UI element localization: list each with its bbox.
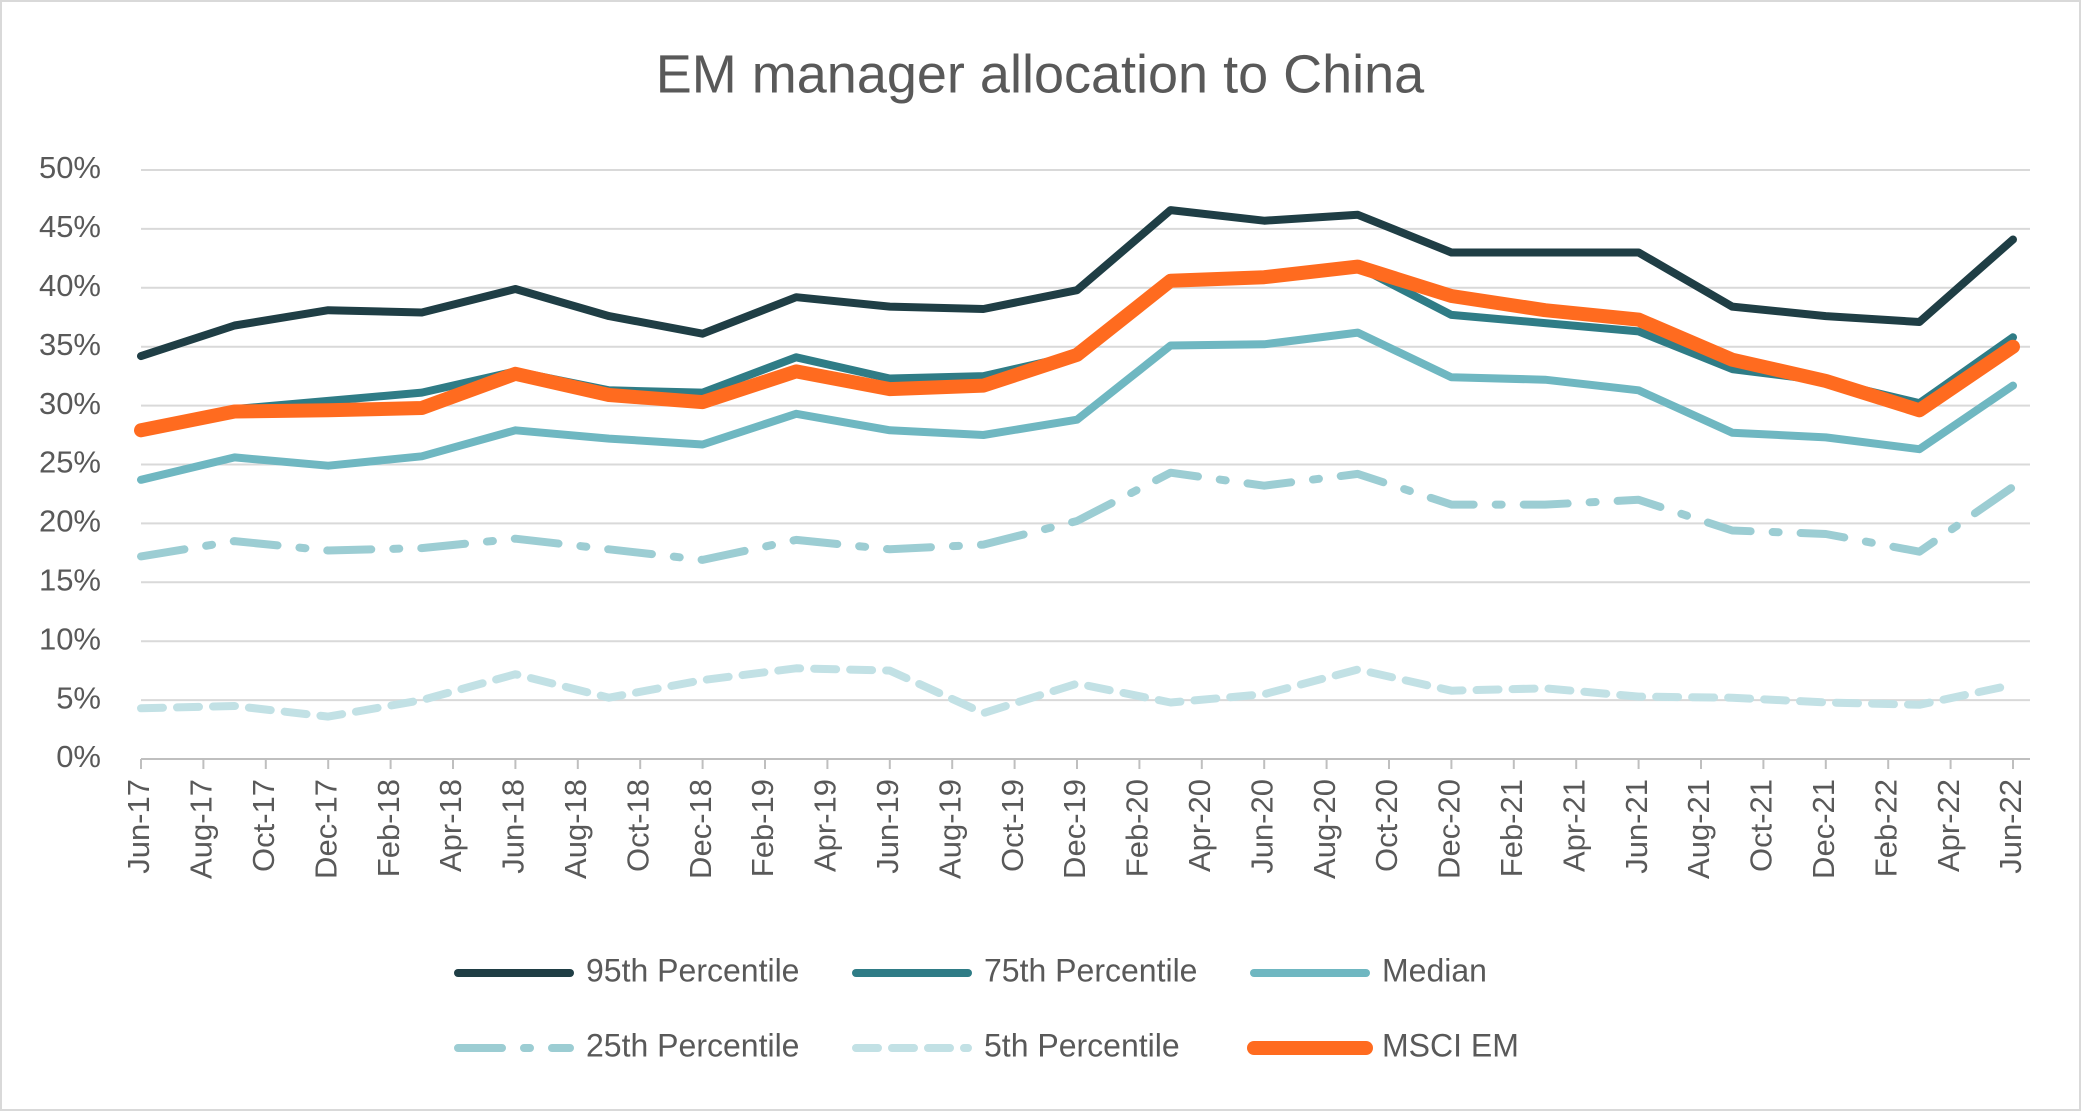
x-tick-label: Oct-21: [1744, 779, 1779, 872]
y-tick-label: 30%: [39, 386, 101, 421]
x-tick-label: Oct-19: [995, 779, 1030, 872]
x-tick-label: Aug-20: [1307, 779, 1342, 879]
y-tick-label: 5%: [56, 680, 101, 715]
x-tick-label: Aug-21: [1681, 779, 1716, 879]
y-tick-label: 15%: [39, 562, 101, 597]
x-tick-label: Aug-18: [558, 779, 593, 879]
y-tick-label: 40%: [39, 268, 101, 303]
x-tick-label: Apr-22: [1931, 779, 1966, 872]
x-tick-label: Oct-18: [620, 779, 655, 872]
x-tick-label: Dec-17: [308, 779, 343, 879]
y-tick-label: 20%: [39, 504, 101, 539]
x-tick-label: Oct-17: [246, 779, 281, 872]
x-tick-label: Jun-22: [1993, 779, 2028, 874]
x-tick-label: Dec-18: [683, 779, 718, 879]
legend-label: 5th Percentile: [984, 1027, 1180, 1063]
series-line: [137, 664, 2017, 721]
x-tick-label: Feb-20: [1120, 779, 1155, 877]
legend-label: 25th Percentile: [586, 1027, 799, 1063]
x-tick-label: Apr-18: [433, 779, 468, 872]
series-line: [137, 206, 2017, 361]
legend-label: Median: [1382, 952, 1487, 988]
x-tick-label: Apr-20: [1182, 779, 1217, 872]
series-line: [137, 328, 2017, 484]
x-tick-label: Jun-19: [870, 779, 905, 874]
x-tick-label: Oct-20: [1369, 779, 1404, 872]
legend-label: MSCI EM: [1382, 1027, 1519, 1063]
x-tick-label: Jun-17: [121, 779, 156, 874]
series-line: [134, 259, 2020, 438]
legend-label: 75th Percentile: [984, 952, 1197, 988]
x-tick-label: Apr-19: [808, 779, 843, 872]
chart-title: EM manager allocation to China: [656, 44, 1425, 104]
y-tick-label: 50%: [39, 150, 101, 185]
x-tick-label: Jun-21: [1619, 779, 1654, 874]
series-line: [137, 468, 2017, 564]
x-tick-label: Feb-19: [745, 779, 780, 877]
y-tick-label: 10%: [39, 621, 101, 656]
x-tick-label: Feb-18: [371, 779, 406, 877]
y-tick-label: 35%: [39, 327, 101, 362]
y-tick-label: 45%: [39, 209, 101, 244]
x-tick-label: Aug-17: [184, 779, 219, 879]
y-tick-label: 0%: [56, 739, 101, 774]
y-tick-label: 25%: [39, 445, 101, 480]
x-tick-label: Jun-18: [496, 779, 531, 874]
x-tick-label: Feb-22: [1868, 779, 1903, 877]
legend-label: 95th Percentile: [586, 952, 799, 988]
x-tick-label: Dec-21: [1806, 779, 1841, 879]
x-tick-label: Dec-20: [1432, 779, 1467, 879]
x-tick-label: Dec-19: [1057, 779, 1092, 879]
x-tick-label: Feb-21: [1494, 779, 1529, 877]
x-tick-label: Apr-21: [1556, 779, 1591, 872]
x-tick-label: Aug-19: [932, 779, 967, 879]
x-tick-label: Jun-20: [1244, 779, 1279, 874]
